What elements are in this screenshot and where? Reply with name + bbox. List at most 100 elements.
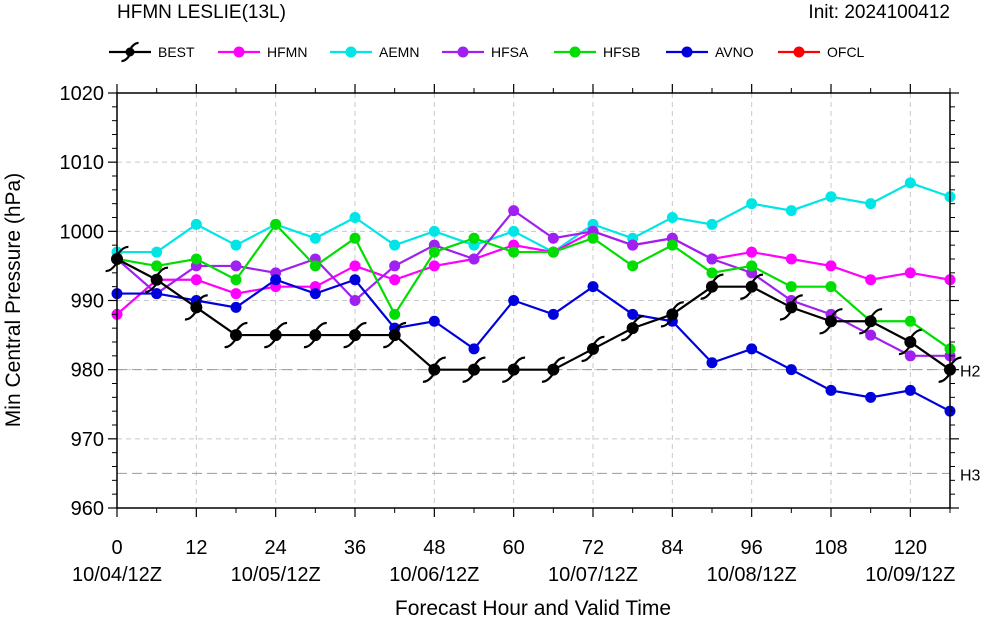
data-point bbox=[740, 273, 764, 300]
data-point bbox=[859, 308, 883, 335]
hurricane-core bbox=[666, 308, 679, 321]
hurricane-arm bbox=[740, 291, 752, 300]
hurricane-arm bbox=[156, 266, 169, 276]
hurricane-core bbox=[507, 363, 520, 376]
legend-entry-ofcl: OFCL bbox=[778, 44, 865, 60]
hurricane-arm bbox=[898, 346, 911, 356]
data-point bbox=[468, 253, 480, 265]
data-point bbox=[904, 315, 916, 327]
hurricane-arm bbox=[315, 321, 327, 331]
x-tick-label: 0 bbox=[111, 537, 122, 559]
legend-entry-hfmn: HFMN bbox=[218, 44, 307, 60]
data-point bbox=[309, 232, 321, 244]
data-point bbox=[785, 253, 797, 265]
y-tick-label: 970 bbox=[71, 429, 104, 451]
data-point bbox=[587, 281, 599, 293]
data-point bbox=[547, 232, 559, 244]
data-point bbox=[627, 260, 639, 272]
data-point bbox=[151, 288, 163, 300]
hurricane-arm bbox=[632, 315, 645, 324]
hurricane-core bbox=[309, 329, 322, 342]
x-tick-label: 48 bbox=[423, 537, 445, 559]
hurricane-arm bbox=[422, 374, 435, 383]
hurricane-arm bbox=[383, 339, 395, 349]
hurricane-core bbox=[547, 363, 560, 376]
hurricane-core bbox=[626, 322, 639, 335]
data-point bbox=[865, 198, 877, 210]
data-point bbox=[904, 384, 916, 396]
legend-entry-best: BEST bbox=[109, 41, 195, 63]
data-point bbox=[145, 266, 169, 293]
x-tick-label: 84 bbox=[661, 537, 683, 559]
series-line bbox=[116, 222, 951, 350]
x-date-label: 10/05/12Z bbox=[231, 564, 321, 586]
data-point bbox=[865, 391, 877, 403]
hurricane-arm bbox=[145, 284, 157, 293]
x-tick-label: 24 bbox=[265, 537, 287, 559]
data-point bbox=[190, 274, 202, 286]
legend-label: BEST bbox=[158, 44, 195, 60]
hurricane-arm bbox=[117, 245, 129, 255]
data-point bbox=[785, 281, 797, 293]
hurricane-core bbox=[745, 280, 758, 293]
data-point bbox=[547, 246, 559, 258]
series-lines bbox=[105, 177, 962, 417]
data-point bbox=[270, 274, 282, 286]
data-point bbox=[462, 356, 486, 383]
hurricane-core bbox=[388, 329, 401, 342]
hurricane-arm bbox=[938, 374, 950, 383]
x-date-label: 10/04/12Z bbox=[72, 564, 162, 586]
hurricane-arm bbox=[224, 339, 236, 349]
hurricane-arm bbox=[196, 294, 208, 303]
hurricane-arm bbox=[593, 335, 605, 345]
series-avno bbox=[111, 274, 956, 417]
hurricane-arm bbox=[819, 325, 831, 335]
data-point bbox=[865, 274, 877, 286]
x-tick-label: 60 bbox=[503, 537, 525, 559]
data-point bbox=[389, 274, 401, 286]
hurricane-core bbox=[864, 315, 877, 328]
data-point bbox=[383, 321, 407, 349]
data-point bbox=[904, 177, 916, 189]
hurricane-arm bbox=[130, 41, 139, 49]
data-point bbox=[349, 212, 361, 223]
data-point bbox=[706, 267, 718, 279]
x-tick-label: 120 bbox=[894, 537, 927, 559]
data-point bbox=[303, 321, 327, 349]
hurricane-arm bbox=[541, 374, 554, 383]
legend-label: AEMN bbox=[379, 44, 419, 60]
series-hfsb bbox=[111, 218, 956, 355]
data-point bbox=[190, 218, 202, 230]
hurricane-core bbox=[904, 336, 917, 348]
data-point bbox=[270, 218, 282, 230]
data-point bbox=[746, 198, 758, 210]
data-point bbox=[224, 321, 248, 349]
data-point bbox=[309, 260, 321, 272]
hurricane-arm bbox=[910, 328, 922, 338]
hurricane-arm bbox=[581, 353, 593, 363]
series-line bbox=[116, 209, 950, 357]
series-hfsa bbox=[111, 205, 956, 362]
hurricane-arm bbox=[105, 263, 117, 273]
x-date-label: 10/07/12Z bbox=[548, 564, 638, 586]
hurricane-arm bbox=[355, 321, 367, 331]
series-line bbox=[116, 258, 951, 371]
hurricane-arm bbox=[434, 356, 446, 365]
x-date-label: 10/06/12Z bbox=[389, 564, 479, 586]
hurricane-arm bbox=[700, 291, 712, 300]
reference-line-label: H2 bbox=[960, 364, 981, 381]
hurricane-arm bbox=[672, 301, 684, 310]
legend-entry-hfsb: HFSB bbox=[554, 44, 640, 60]
reference-line-label: H3 bbox=[960, 467, 981, 484]
data-point bbox=[428, 246, 440, 258]
data-point bbox=[508, 295, 520, 306]
y-axis-label: Min Central Pressure (hPa) bbox=[2, 173, 25, 427]
data-point bbox=[547, 308, 559, 320]
legend-label: OFCL bbox=[827, 44, 865, 60]
series-line bbox=[117, 278, 951, 413]
legend-label: HFSB bbox=[603, 44, 640, 60]
y-tick-label: 990 bbox=[71, 291, 104, 313]
data-point bbox=[309, 288, 321, 300]
hurricane-core bbox=[706, 280, 718, 293]
